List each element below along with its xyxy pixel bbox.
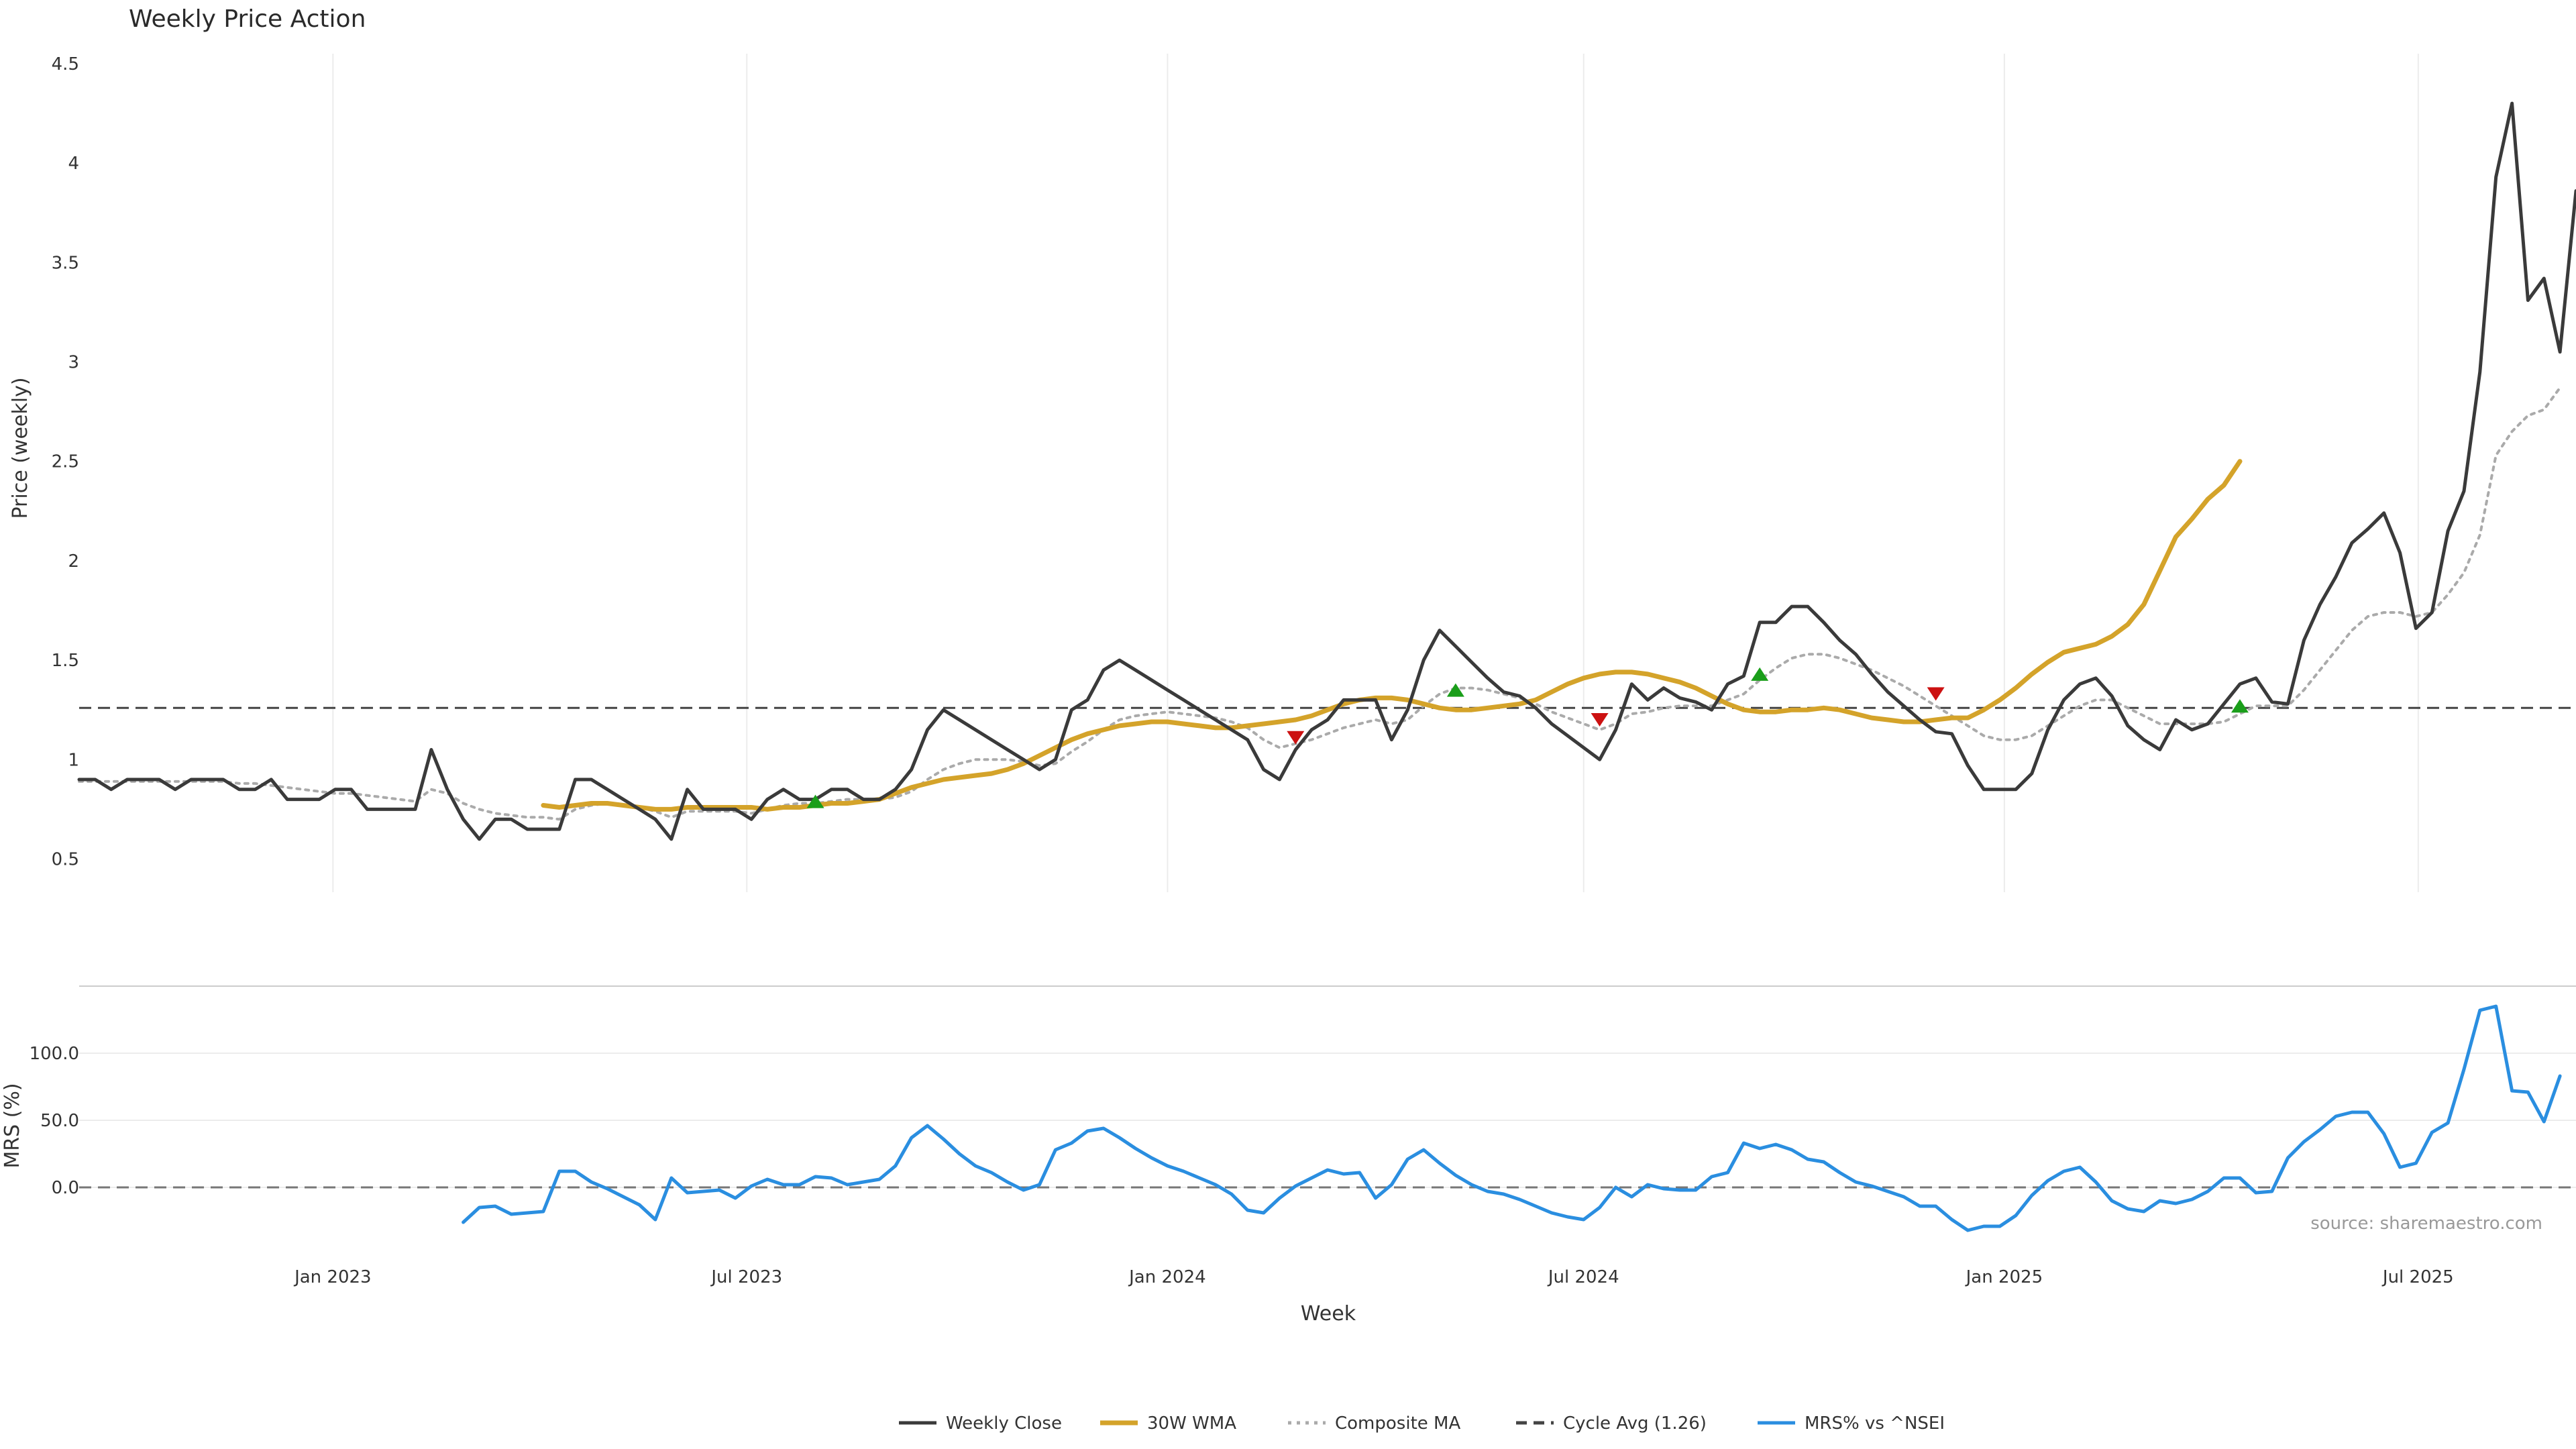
x-tick-label: Jul 2023 [710,1267,782,1287]
buy-signal-marker [2231,699,2249,713]
chart-title: Weekly Price Action [129,5,366,33]
price-y-tick-label: 4 [68,154,79,174]
x-axis-ticks: Jan 2023 Jul 2023 Jan 2024 Jul 2024 Jan 2025… [293,1267,2454,1287]
series-composite-ma [78,386,2562,821]
legend-label: Composite MA [1335,1413,1460,1434]
legend-label: MRS% vs ^NSEI [1805,1413,1945,1434]
legend-label: Cycle Avg (1.26) [1563,1413,1707,1434]
price-y-tick-label: 0.5 [52,850,79,870]
price-y-tick-label: 3 [68,352,79,372]
mrs-series [462,1004,2562,1232]
price-series [77,101,2576,841]
buy-signal-marker [1751,667,1769,681]
price-y-ticks: 0.5 1 1.5 2 2.5 3 3.5 4 4.5 [52,54,79,870]
legend-label: Weekly Close [946,1413,1062,1434]
price-y-tick-label: 1 [68,750,79,770]
x-axis-label: Week [1301,1302,1356,1326]
mrs-y-tick-label: 0.0 [52,1178,79,1198]
price-y-tick-label: 2.5 [52,452,79,472]
price-y-tick-label: 4.5 [52,54,79,74]
x-tick-label: Jul 2024 [1547,1267,1619,1287]
price-y-tick-label: 2 [68,551,79,572]
mrs-y-tick-label: 50.0 [40,1111,79,1131]
mrs-y-tick-label: 100.0 [30,1044,79,1064]
mrs-y-axis-label: MRS (%) [1,1083,24,1168]
legend: Weekly Close 30W WMA Composite MA Cycle Avg… [899,1413,1945,1434]
legend-label: 30W WMA [1147,1413,1236,1434]
price-y-tick-label: 3.5 [52,253,79,273]
series-30w-wma [541,459,2243,812]
sell-signal-marker [1287,731,1305,745]
mrs-y-ticks: 0.0 50.0 100.0 [30,1044,79,1198]
sell-signal-marker [1927,687,1945,701]
source-note: source: sharemaestro.com [2310,1214,2542,1234]
buy-signal-marker [806,794,824,808]
price-grid [332,54,2419,892]
x-tick-label: Jan 2025 [1965,1267,2043,1287]
price-y-axis-label: Price (weekly) [9,377,32,519]
sell-signal-marker [1591,713,1609,727]
x-tick-label: Jul 2025 [2381,1267,2454,1287]
price-y-tick-label: 1.5 [52,651,79,671]
series-mrs-vs-nsei [462,1004,2562,1232]
x-tick-label: Jan 2023 [293,1267,372,1287]
mrs-grid [79,1053,2576,1188]
buy-signal-marker [1446,683,1464,697]
signal-markers [806,667,2249,808]
x-tick-label: Jan 2024 [1128,1267,1206,1287]
series-weekly-close [77,101,2576,841]
